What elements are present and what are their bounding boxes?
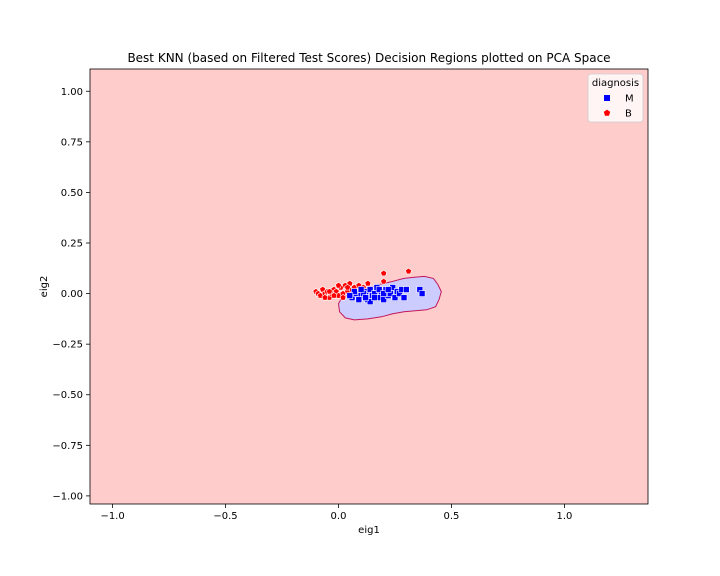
point-m	[357, 286, 365, 293]
point-m	[402, 286, 410, 293]
y-tick-label: 0.25	[61, 239, 83, 250]
point-m	[366, 298, 374, 305]
plot-frame	[89, 68, 649, 505]
point-m	[371, 294, 378, 301]
point-b	[405, 267, 412, 275]
legend-label-m: M	[625, 94, 634, 105]
legend-marker-m	[604, 95, 610, 101]
x-axis-label: eig1	[358, 525, 380, 536]
point-m	[418, 290, 426, 297]
plot-area	[90, 69, 648, 504]
y-tick-label: 0.50	[61, 188, 83, 199]
legend-label-b: B	[625, 109, 632, 120]
point-m	[351, 288, 358, 295]
point-b	[321, 294, 329, 301]
point-m	[355, 296, 363, 303]
y-tick-label: −0.50	[52, 390, 83, 401]
x-tick-label: 0.5	[444, 511, 460, 522]
point-m	[375, 286, 383, 293]
point-b	[330, 292, 338, 299]
point-m	[346, 292, 354, 299]
legend: diagnosis MB	[587, 73, 644, 123]
x-tick-label: 0.0	[331, 511, 347, 522]
y-tick-label: 0.00	[61, 289, 83, 300]
point-b	[326, 288, 333, 295]
point-b	[380, 277, 388, 285]
point-m	[384, 286, 392, 293]
x-tick-label: 1.0	[556, 511, 572, 522]
y-axis-label: eig2	[39, 276, 50, 298]
chart-title: Best KNN (based on Filtered Test Scores)…	[127, 51, 610, 65]
y-tick-label: 1.00	[61, 87, 83, 98]
point-b	[380, 269, 388, 277]
legend-marker-b	[603, 109, 611, 116]
point-b	[339, 294, 347, 301]
legend-box	[587, 73, 644, 123]
point-m	[362, 294, 369, 301]
point-b	[344, 283, 351, 291]
x-tick-label: −1.0	[100, 511, 124, 522]
point-b	[364, 279, 372, 287]
y-tick-label: −1.00	[52, 491, 83, 502]
point-b	[335, 281, 342, 289]
axes: −1.0 −0.5 0.0 0.5 1.0 1.00 0.75 0.50 0.25 0.00 −0.…	[52, 68, 649, 522]
y-tick-label: −0.75	[52, 441, 83, 452]
legend-title: diagnosis	[592, 78, 639, 89]
x-tick-label: −0.5	[213, 511, 237, 522]
point-m	[380, 290, 387, 297]
point-m	[400, 294, 408, 301]
y-tick-label: −0.25	[52, 340, 83, 351]
y-tick-label: 0.75	[61, 137, 83, 148]
